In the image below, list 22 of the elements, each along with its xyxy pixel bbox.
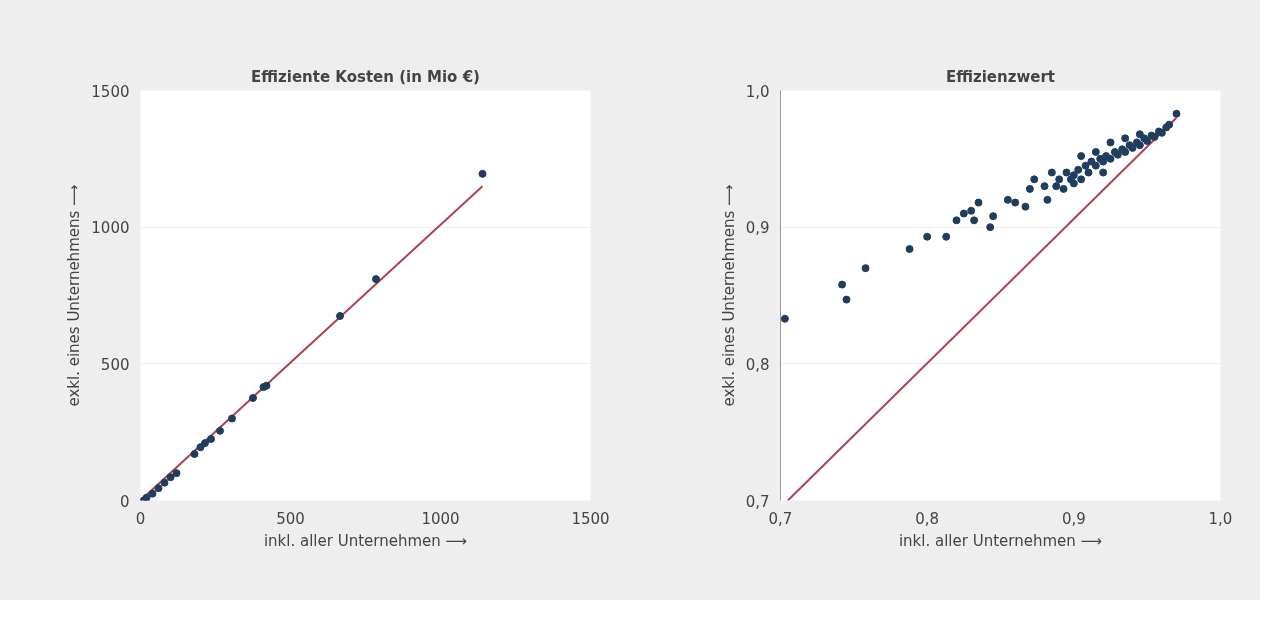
x-tick-label: 0,9: [1061, 509, 1086, 528]
y-tick-label: 1000: [91, 219, 130, 238]
y-tick-label: 1500: [91, 82, 130, 101]
x-axis-title: inkl. aller Unternehmen ⟶: [898, 531, 1103, 550]
y-axis-title: exkl. eines Unternehmens ⟶: [719, 184, 738, 407]
x-tick-label: 0: [135, 509, 146, 528]
x-axis-title: inkl. aller Unternehmen ⟶: [263, 531, 468, 550]
x-tick-label: 1,0: [1208, 509, 1233, 528]
y-tick-label: 0,7: [745, 492, 770, 511]
y-tick-label: 0,9: [745, 219, 770, 238]
x-tick-label: 1500: [571, 509, 610, 528]
x-tick-label: 0,8: [915, 509, 940, 528]
y-tick-label: 0,8: [745, 355, 770, 374]
x-tick-label: 0,7: [768, 509, 793, 528]
y-tick-label: 0: [119, 492, 130, 511]
y-tick-label: 1,0: [745, 82, 770, 101]
chart-title: Effizienzwert: [945, 67, 1056, 86]
y-tick-label: 500: [100, 355, 130, 374]
x-tick-label: 1000: [421, 509, 460, 528]
chart-title: Effiziente Kosten (in Mio €): [251, 67, 480, 86]
y-axis-title: exkl. eines Unternehmens ⟶: [65, 184, 84, 407]
x-tick-label: 500: [276, 509, 305, 528]
